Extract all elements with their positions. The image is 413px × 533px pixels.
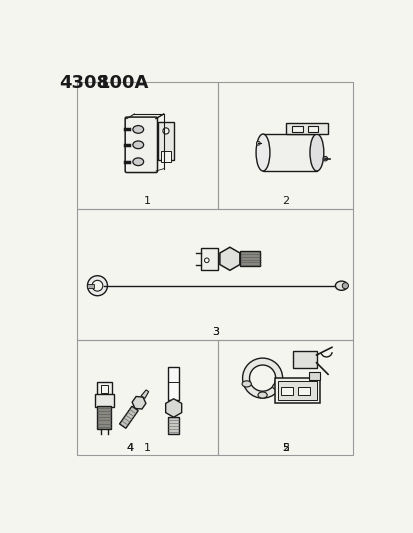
Text: 3: 3 [211,327,218,337]
Bar [308,372,319,379]
Ellipse shape [133,141,143,149]
Bar [87,284,93,288]
Ellipse shape [309,134,323,171]
Circle shape [322,156,327,161]
Circle shape [249,365,275,391]
Bar [160,151,171,161]
FancyBboxPatch shape [125,117,157,173]
Ellipse shape [256,134,269,171]
Text: 2: 2 [281,196,288,206]
Circle shape [342,282,348,289]
Bar [280,387,293,395]
Circle shape [87,276,107,296]
Text: 2: 2 [281,443,288,453]
Bar [200,248,217,270]
Ellipse shape [133,126,143,133]
Bar [97,406,111,429]
Bar [157,122,174,160]
Ellipse shape [272,384,281,390]
Bar [307,126,318,132]
Bar [292,126,302,132]
Bar [278,381,316,400]
Bar [218,82,352,209]
Bar [285,123,328,134]
Text: 1: 1 [144,443,151,453]
Bar [77,340,218,455]
Ellipse shape [242,381,251,387]
Text: 5: 5 [281,443,288,453]
Bar [262,134,316,171]
Ellipse shape [133,158,143,166]
Bar [100,385,108,393]
Text: 100A: 100A [97,74,148,92]
Bar [218,340,352,455]
Bar [168,417,179,434]
Circle shape [162,128,169,134]
Bar [274,378,319,403]
Bar [239,251,259,266]
Polygon shape [219,247,239,270]
Circle shape [256,141,260,145]
Bar [77,82,218,209]
Text: 3: 3 [211,327,218,337]
Ellipse shape [335,281,347,290]
Polygon shape [141,390,148,398]
Bar [77,209,352,340]
Text: 1: 1 [144,196,151,206]
Bar [95,393,113,407]
Text: 5: 5 [281,443,288,453]
Ellipse shape [257,392,266,398]
Bar [293,351,316,368]
Circle shape [204,258,209,263]
Text: 4308: 4308 [59,74,109,92]
Bar [297,387,310,395]
Text: 4: 4 [126,443,133,453]
Polygon shape [132,397,145,409]
Bar [168,367,179,400]
Bar [97,382,112,396]
Polygon shape [119,406,138,429]
Circle shape [242,358,282,398]
Circle shape [92,280,102,291]
Polygon shape [165,399,181,417]
Text: 4: 4 [126,443,133,453]
